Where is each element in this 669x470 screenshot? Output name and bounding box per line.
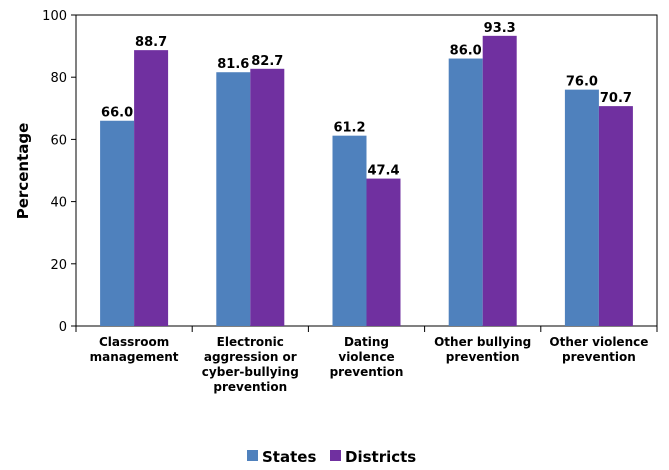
x-tick-label: aggression or: [204, 350, 297, 364]
x-tick-label: prevention: [562, 350, 636, 364]
y-tick-label: 80: [50, 71, 67, 86]
data-label: 81.6: [217, 57, 249, 72]
x-tick-label: cyber-bullying: [202, 365, 299, 379]
legend: States Districts: [247, 448, 416, 466]
data-label: 76.0: [566, 75, 598, 90]
x-tick-label: management: [90, 350, 179, 364]
data-label: 61.2: [333, 121, 365, 136]
y-tick-label: 100: [42, 9, 67, 24]
data-label: 93.3: [484, 21, 516, 36]
bar-districts: [482, 35, 517, 326]
bar-states: [332, 135, 367, 326]
bar-states: [564, 89, 599, 326]
bar-states: [216, 72, 251, 326]
bar-districts: [598, 106, 633, 326]
legend-swatch: [247, 450, 258, 461]
y-tick-label: 20: [50, 258, 67, 273]
x-tick-label: violence: [338, 350, 394, 364]
legend-label: Districts: [345, 448, 416, 466]
bar-districts: [366, 178, 401, 326]
y-tick-label: 0: [59, 320, 67, 335]
x-tick-label: prevention: [446, 350, 520, 364]
x-tick-label: prevention: [213, 380, 287, 394]
data-label: 47.4: [367, 164, 399, 179]
x-tick-label: Other violence: [549, 335, 648, 349]
x-tick-label: Other bullying: [434, 335, 531, 349]
x-tick-label: Dating: [344, 335, 389, 349]
bar-districts: [250, 68, 285, 326]
x-tick-label: Classroom: [99, 335, 169, 349]
data-label: 70.7: [600, 91, 632, 106]
bar-districts: [134, 50, 169, 326]
data-label: 88.7: [135, 35, 167, 50]
data-label: 66.0: [101, 106, 133, 121]
bar-states: [100, 120, 135, 327]
data-label: 82.7: [251, 54, 283, 69]
data-label: 86.0: [450, 44, 482, 59]
y-tick-label: 60: [50, 133, 67, 148]
bar-states: [448, 58, 483, 326]
y-axis-title: Percentage: [14, 123, 32, 220]
legend-swatch: [330, 450, 341, 461]
x-tick-label: Electronic: [217, 335, 284, 349]
x-tick-label: prevention: [330, 365, 404, 379]
y-tick-label: 40: [50, 196, 67, 211]
legend-label: States: [262, 448, 316, 466]
